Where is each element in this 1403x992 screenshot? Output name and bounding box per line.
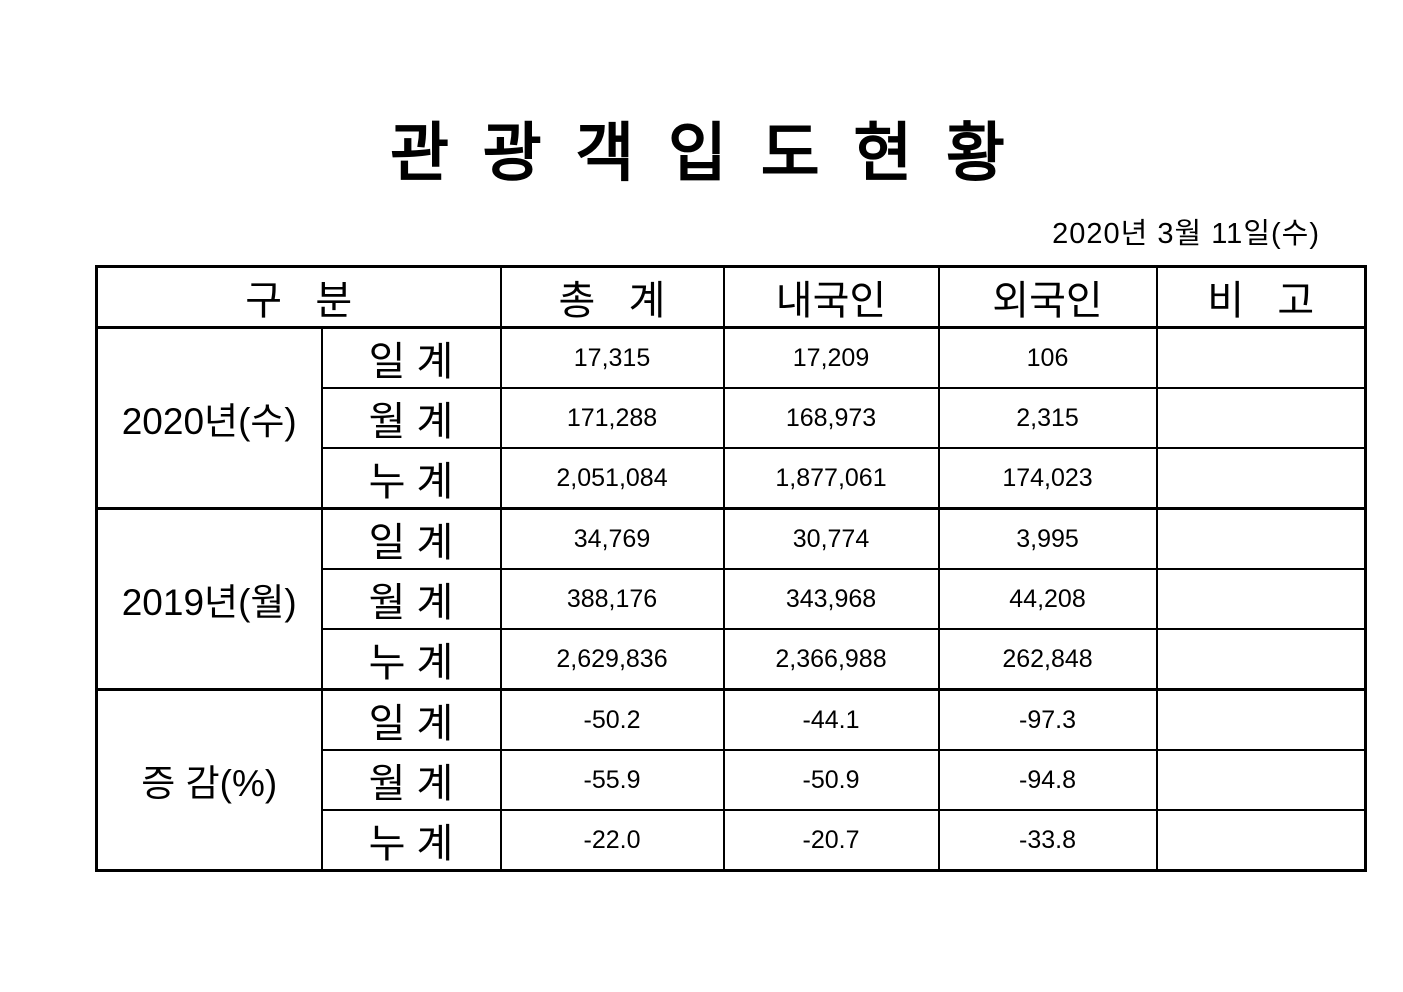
foreign-value: -94.8 [937, 749, 1158, 811]
note-cell [1155, 628, 1367, 691]
note-cell [1155, 688, 1367, 751]
period-label: 누 계 [320, 809, 502, 872]
table-row: 2020년(수) 일 계 17,315 17,209 106 [95, 326, 1367, 510]
period-label: 일 계 [320, 326, 502, 389]
page-title: 관 광 객 입 도 현 황 [390, 117, 1013, 189]
domestic-value: 17,209 [722, 326, 940, 389]
foreign-value: 3,995 [937, 507, 1158, 570]
foreign-value: 262,848 [937, 628, 1158, 691]
total-value: 2,629,836 [499, 628, 725, 691]
year-group-label: 2020년(수) [95, 326, 323, 510]
total-value: 17,315 [499, 326, 725, 389]
year-group-label: 증 감(%) [95, 688, 323, 872]
header-note: 비 고 [1155, 265, 1367, 329]
foreign-value: 2,315 [937, 387, 1158, 449]
period-label: 누 계 [320, 447, 502, 510]
period-label: 월 계 [320, 749, 502, 811]
domestic-value: 2,366,988 [722, 628, 940, 691]
total-value: 388,176 [499, 568, 725, 630]
domestic-value: 168,973 [722, 387, 940, 449]
report-date: 2020년 3월 11일(수) [1052, 218, 1320, 250]
domestic-value: -20.7 [722, 809, 940, 872]
header-category: 구 분 [95, 265, 502, 329]
year-group-label: 2019년(월) [95, 507, 323, 691]
tourist-arrival-table: 구 분 총 계 내국인 외국인 비 고 2020년(수) 일 계 17,315 … [95, 265, 1367, 872]
domestic-value: 343,968 [722, 568, 940, 630]
header-row: 구 분 총 계 내국인 외국인 비 고 [95, 265, 1367, 329]
period-label: 월 계 [320, 568, 502, 630]
domestic-value: -50.9 [722, 749, 940, 811]
note-cell [1155, 387, 1367, 449]
note-cell [1155, 749, 1367, 811]
foreign-value: -33.8 [937, 809, 1158, 872]
note-cell [1155, 326, 1367, 389]
total-value: 34,769 [499, 507, 725, 570]
period-label: 누 계 [320, 628, 502, 691]
note-cell [1155, 507, 1367, 570]
domestic-value: -44.1 [722, 688, 940, 751]
header-total: 총 계 [499, 265, 725, 329]
total-value: 171,288 [499, 387, 725, 449]
note-cell [1155, 447, 1367, 510]
total-value: 2,051,084 [499, 447, 725, 510]
table-row: 누 계 2,629,836 2,366,988 262,848 [97, 628, 1367, 691]
total-value: -50.2 [499, 688, 725, 751]
table-row: 월 계 171,288 168,973 2,315 [97, 387, 1367, 449]
note-cell [1155, 568, 1367, 630]
period-label: 일 계 [320, 507, 502, 570]
table-row: 2019년(월) 일 계 34,769 30,774 3,995 [95, 507, 1367, 691]
total-value: -22.0 [499, 809, 725, 872]
table-row: 월 계 388,176 343,968 44,208 [97, 568, 1367, 630]
table-row: 증 감(%) 일 계 -50.2 -44.1 -97.3 [95, 688, 1367, 872]
period-label: 일 계 [320, 688, 502, 751]
table-row: 누 계 2,051,084 1,877,061 174,023 [97, 447, 1367, 510]
foreign-value: -97.3 [937, 688, 1158, 751]
foreign-value: 106 [937, 326, 1158, 389]
total-value: -55.9 [499, 749, 725, 811]
table-row: 월 계 -55.9 -50.9 -94.8 [97, 749, 1367, 811]
note-cell [1155, 809, 1367, 872]
table-row: 누 계 -22.0 -20.7 -33.8 [97, 809, 1367, 872]
header-foreign: 외국인 [937, 265, 1158, 329]
foreign-value: 174,023 [937, 447, 1158, 510]
header-domestic: 내국인 [722, 265, 940, 329]
domestic-value: 30,774 [722, 507, 940, 570]
domestic-value: 1,877,061 [722, 447, 940, 510]
foreign-value: 44,208 [937, 568, 1158, 630]
period-label: 월 계 [320, 387, 502, 449]
